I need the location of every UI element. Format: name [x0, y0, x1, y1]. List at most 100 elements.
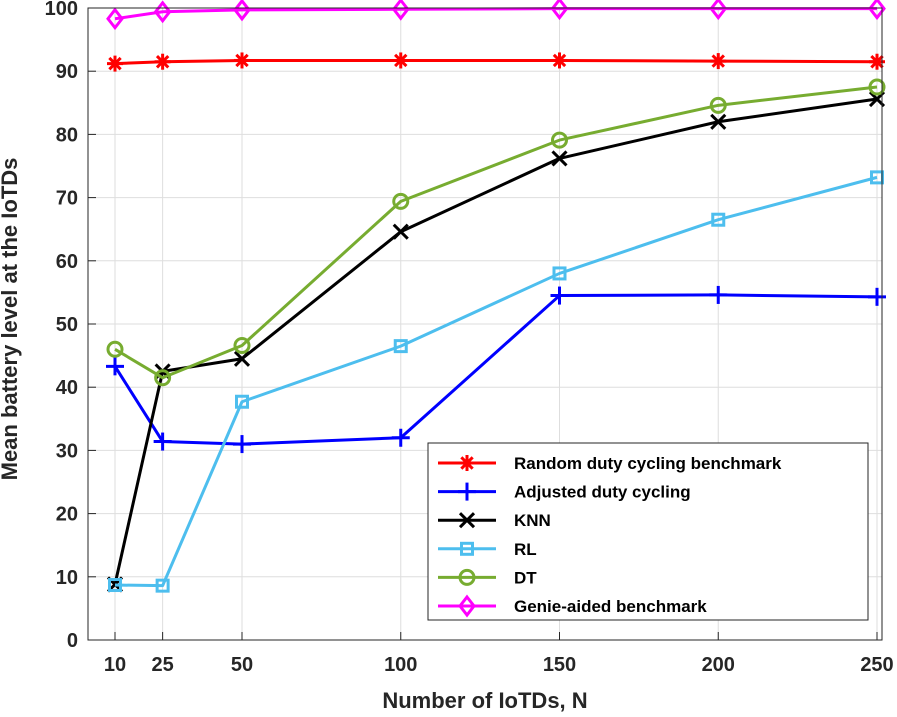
- circle-shape: [233, 336, 251, 354]
- series-line: [114, 58, 878, 66]
- data-point: [233, 336, 251, 354]
- y-tick-label: 40: [56, 377, 78, 399]
- data-point: [392, 192, 410, 210]
- data-point: [552, 266, 567, 281]
- circle-shape: [458, 568, 476, 586]
- legend-label: Adjusted duty cycling: [514, 483, 691, 502]
- square-shape: [155, 578, 170, 593]
- square-shape: [460, 541, 474, 556]
- asterisk-stroke: [155, 55, 170, 69]
- data-point: [234, 52, 250, 69]
- data-point: [710, 53, 727, 70]
- x-tick-label: 200: [702, 654, 735, 676]
- data-point: [154, 53, 171, 70]
- legend-label: DT: [514, 568, 537, 587]
- x-stroke: [458, 512, 476, 529]
- data-point: [709, 96, 727, 114]
- series-asterisk: [107, 52, 885, 72]
- circle-shape: [154, 369, 172, 387]
- series-line: [114, 85, 878, 380]
- asterisk-stroke: [394, 53, 408, 68]
- legend-item: Genie-aided benchmark: [438, 594, 707, 618]
- asterisk-stroke: [711, 54, 725, 68]
- square-shape: [711, 212, 726, 227]
- y-tick-label: 50: [56, 314, 78, 336]
- data-point: [709, 285, 728, 304]
- circle-shape: [868, 78, 886, 96]
- data-point: [233, 0, 251, 22]
- y-tick-label: 90: [56, 61, 78, 83]
- x-tick-label: 10: [104, 654, 126, 676]
- legend-marker: [458, 512, 476, 529]
- y-tick-label: 80: [56, 124, 78, 146]
- data-point: [868, 78, 886, 96]
- data-point: [108, 578, 122, 593]
- data-point: [153, 0, 172, 24]
- legend-item: Adjusted duty cycling: [438, 482, 691, 502]
- data-point: [711, 212, 726, 227]
- asterisk-stroke: [552, 53, 567, 68]
- data-point: [154, 369, 172, 387]
- diamond-shape: [709, 0, 728, 21]
- y-tick-label: 100: [45, 0, 78, 20]
- x-stroke: [392, 223, 409, 240]
- data-point: [868, 0, 886, 21]
- data-point: [235, 394, 249, 409]
- square-shape: [393, 339, 408, 354]
- series-line: [114, 175, 878, 588]
- legend-label: RL: [514, 540, 537, 559]
- legend-marker: [458, 568, 476, 586]
- legend-marker: [459, 455, 475, 471]
- circle-shape: [106, 340, 124, 358]
- data-point: [391, 428, 410, 447]
- x-tick-label: 250: [860, 654, 893, 676]
- series-line: [114, 7, 877, 21]
- x-stroke: [551, 150, 568, 167]
- y-axis-label: Mean battery level at the IoTDs: [0, 158, 22, 481]
- data-point: [106, 340, 124, 358]
- data-point: [550, 286, 569, 305]
- square-shape: [235, 394, 249, 409]
- data-point: [393, 339, 408, 354]
- legend-label: Genie-aided benchmark: [514, 597, 707, 616]
- legend-marker: [460, 541, 474, 556]
- series-square: [108, 170, 884, 593]
- x-axis-label: Number of IoTDs, N: [382, 688, 587, 713]
- data-point: [153, 432, 172, 451]
- legend-box: [427, 442, 869, 621]
- data-point: [710, 113, 727, 130]
- data-point: [391, 0, 410, 21]
- series-plus: [106, 285, 886, 454]
- data-point: [551, 52, 568, 69]
- y-tick-label: 70: [56, 188, 78, 210]
- data-point: [709, 0, 728, 21]
- x-tick-label: 100: [384, 654, 417, 676]
- y-tick-label: 0: [67, 630, 78, 652]
- data-point: [106, 7, 124, 31]
- square-shape: [552, 266, 567, 281]
- data-point: [869, 53, 885, 70]
- legend-marker: [458, 594, 476, 618]
- legend-label: Random duty cycling benchmark: [514, 454, 782, 473]
- diamond-shape: [153, 0, 172, 24]
- axis-ticks: 0 10 20 30 40 50 60 70 80 90 100 10 25 50 100 150 200 250: [45, 0, 894, 676]
- data-point: [233, 435, 251, 454]
- data-point: [107, 55, 123, 72]
- series-line: [113, 293, 878, 446]
- diamond-shape: [106, 7, 124, 31]
- diamond-shape: [550, 0, 569, 21]
- legend-item: DT: [438, 568, 537, 587]
- legend-item: Random duty cycling benchmark: [438, 454, 782, 473]
- data-point: [550, 0, 569, 21]
- legend-marker: [458, 482, 476, 501]
- square-shape: [108, 578, 122, 593]
- legend-label: KNN: [514, 511, 551, 530]
- x-tick-label: 25: [152, 654, 174, 676]
- y-tick-label: 30: [56, 440, 78, 462]
- circle-shape: [551, 131, 568, 149]
- data-point: [551, 131, 568, 149]
- series-diamond: [106, 0, 886, 31]
- plot-series: [106, 0, 886, 593]
- asterisk-stroke: [235, 53, 249, 68]
